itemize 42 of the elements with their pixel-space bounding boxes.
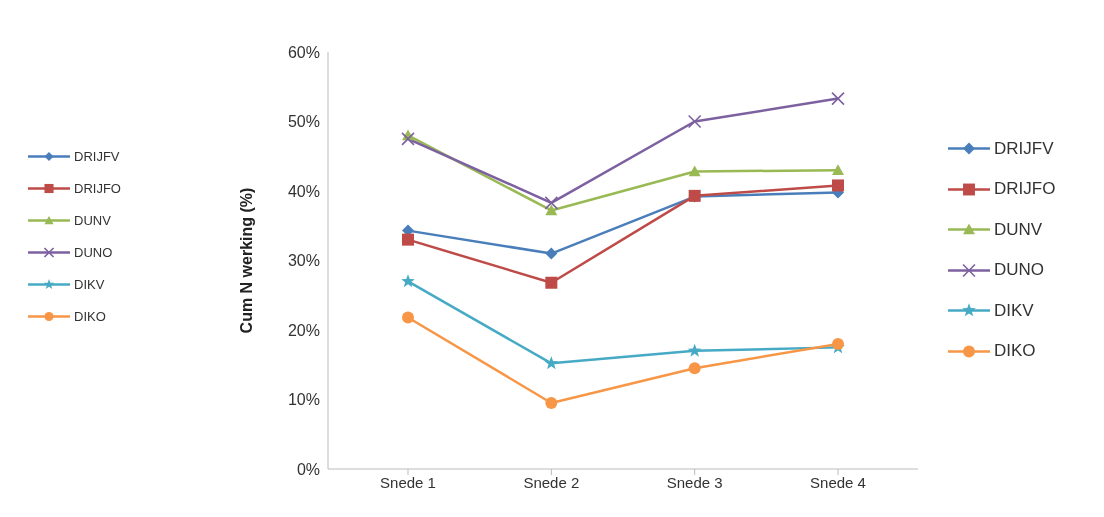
y-tick-label: 40% bbox=[287, 182, 320, 200]
point bbox=[402, 311, 414, 324]
point bbox=[401, 274, 415, 288]
point bbox=[401, 132, 415, 146]
legend-label: DUNV bbox=[994, 219, 1043, 240]
legend-label: DIKO bbox=[994, 341, 1036, 362]
x-tick-label: Snede 1 bbox=[380, 473, 436, 491]
point bbox=[688, 362, 701, 375]
y-tick-label: 30% bbox=[287, 252, 320, 270]
text: DRIJFO bbox=[74, 180, 121, 196]
text: DUNO bbox=[74, 244, 113, 260]
y-tick-label: 50% bbox=[287, 113, 320, 131]
y-tick-label: 60% bbox=[287, 43, 320, 61]
point bbox=[832, 337, 844, 350]
point bbox=[832, 164, 844, 175]
point bbox=[545, 204, 558, 216]
y-tick-label: 20% bbox=[287, 321, 320, 339]
point bbox=[688, 165, 701, 177]
text: DRIJFV bbox=[74, 149, 120, 164]
point bbox=[545, 276, 558, 289]
x-tick-label: Snede 2 bbox=[523, 473, 580, 491]
point bbox=[545, 396, 558, 409]
legend-label: DRIJFV bbox=[994, 138, 1054, 159]
legend-label: DRIJFO bbox=[994, 179, 1056, 200]
point bbox=[687, 114, 702, 129]
point bbox=[832, 179, 844, 192]
point bbox=[545, 247, 558, 260]
text: DUNV bbox=[74, 212, 111, 228]
text: DIKO bbox=[74, 308, 106, 324]
y-tick-label: 10% bbox=[287, 391, 320, 409]
legend-label: DIKV bbox=[994, 300, 1034, 321]
x-tick-label: Snede 3 bbox=[666, 473, 723, 491]
point bbox=[687, 343, 702, 357]
point bbox=[544, 356, 559, 370]
x-tick-label: Snede 4 bbox=[810, 473, 866, 491]
legend-label: DUNO bbox=[994, 260, 1045, 281]
point bbox=[544, 196, 559, 210]
point bbox=[831, 91, 845, 106]
y-axis-title: Cum N werking (%) bbox=[237, 187, 255, 334]
point bbox=[402, 233, 414, 246]
y-tick-label: 0% bbox=[296, 460, 320, 478]
text: DIKV bbox=[74, 276, 105, 292]
